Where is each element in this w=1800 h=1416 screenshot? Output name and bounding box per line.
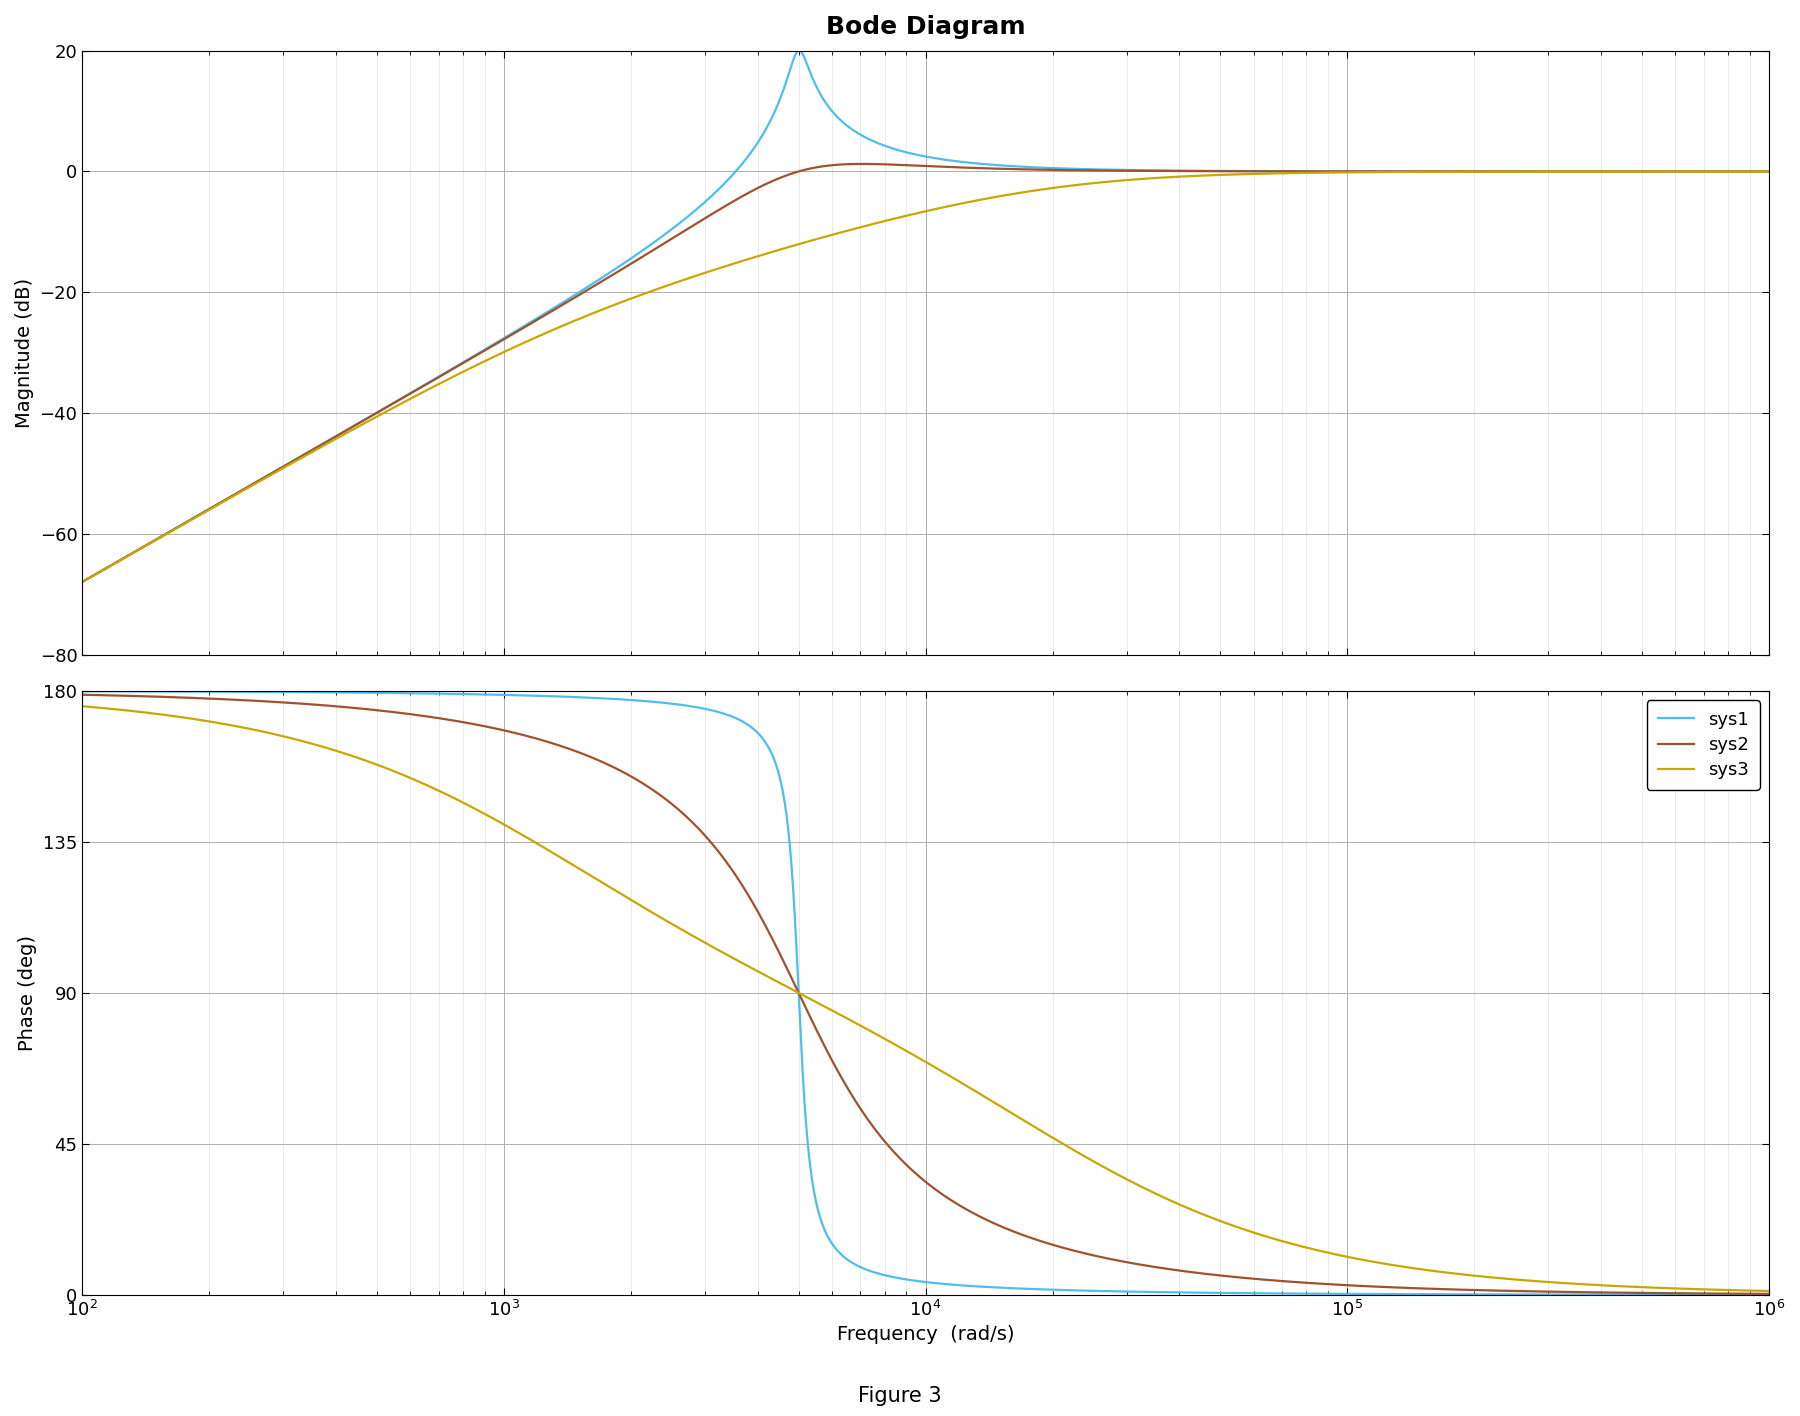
- Text: Figure 3: Figure 3: [859, 1386, 941, 1406]
- sys2: [72, 687, 94, 704]
- sys2: [1724, 1286, 1746, 1303]
- sys2: [1759, 1286, 1780, 1303]
- sys1: [1759, 1286, 1780, 1303]
- X-axis label: Frequency  (rad/s): Frequency (rad/s): [837, 1325, 1015, 1344]
- sys3: [718, 947, 740, 964]
- sys3: [792, 986, 814, 1003]
- sys3: [364, 755, 385, 772]
- sys1: [1724, 1286, 1746, 1303]
- sys3: [1724, 1281, 1746, 1298]
- sys3: [1543, 1274, 1564, 1291]
- sys3: [72, 698, 94, 715]
- sys3: [265, 726, 286, 743]
- sys1: [718, 707, 740, 724]
- Line: sys3: sys3: [83, 707, 1769, 1291]
- sys2: [792, 991, 814, 1008]
- sys2: [364, 701, 385, 718]
- sys2: [1543, 1283, 1564, 1300]
- Y-axis label: Phase (deg): Phase (deg): [18, 935, 38, 1051]
- sys1: [364, 684, 385, 701]
- Title: Bode Diagram: Bode Diagram: [826, 16, 1026, 40]
- sys2: [718, 857, 740, 874]
- sys3: [1759, 1283, 1780, 1300]
- Legend: sys1, sys2, sys3: sys1, sys2, sys3: [1647, 700, 1760, 790]
- sys2: [265, 694, 286, 711]
- Line: sys2: sys2: [83, 695, 1769, 1294]
- Y-axis label: Magnitude (dB): Magnitude (dB): [14, 278, 34, 428]
- sys1: [72, 683, 94, 700]
- sys1: [792, 1055, 814, 1072]
- sys1: [1543, 1286, 1564, 1303]
- sys1: [265, 684, 286, 701]
- Line: sys1: sys1: [83, 691, 1769, 1294]
